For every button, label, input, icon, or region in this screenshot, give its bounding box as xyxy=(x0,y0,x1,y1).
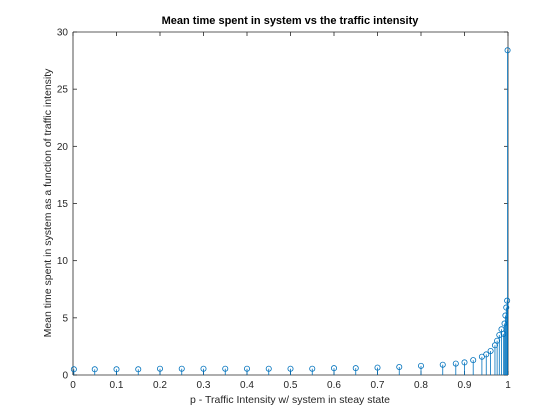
data-point xyxy=(243,365,250,372)
x-tick-label: 0.6 xyxy=(327,380,341,391)
y-tick-label: 10 xyxy=(57,256,69,267)
data-point xyxy=(113,366,120,373)
y-tick-label: 5 xyxy=(62,313,68,324)
x-ticks: 0 0.1 0.2 0.3 0.4 0.5 0.6 0.7 0.8 0.9 1 xyxy=(70,32,511,391)
data-point xyxy=(200,365,207,372)
data-point xyxy=(374,364,381,371)
data-point xyxy=(396,363,403,370)
data-point xyxy=(496,331,503,338)
chart-title: Mean time spent in system vs the traffic… xyxy=(162,15,420,27)
x-tick-label: 0.4 xyxy=(240,380,254,391)
data-point xyxy=(352,365,359,372)
x-tick-label: 0.7 xyxy=(371,380,385,391)
x-tick-label: 0.9 xyxy=(458,380,472,391)
y-axis-label: Mean time spent in system as a function … xyxy=(42,68,54,338)
data-point xyxy=(156,365,163,372)
y-tick-label: 15 xyxy=(57,199,69,210)
data-point xyxy=(287,365,294,372)
y-tick-label: 25 xyxy=(57,85,69,96)
data-point xyxy=(70,366,77,373)
x-tick-label: 0 xyxy=(70,380,76,391)
y-tick-label: 30 xyxy=(57,28,69,39)
plot-area: 0 0.1 0.2 0.3 0.4 0.5 0.6 0.7 0.8 0.9 1 0 5 10 15 20 25… xyxy=(57,28,511,392)
data-point xyxy=(461,359,468,366)
x-tick-label: 0.3 xyxy=(197,380,211,391)
y-tick-label: 0 xyxy=(62,371,68,382)
data-stems xyxy=(70,47,511,375)
data-point xyxy=(222,365,229,372)
x-tick-label: 0.8 xyxy=(414,380,428,391)
data-point xyxy=(91,366,98,373)
data-point xyxy=(504,297,511,304)
y-ticks: 0 5 10 15 20 25 30 xyxy=(57,28,508,382)
x-tick-label: 0.1 xyxy=(110,380,124,391)
data-point xyxy=(439,361,446,368)
data-point xyxy=(494,337,501,344)
data-point xyxy=(265,365,272,372)
data-point xyxy=(178,365,185,372)
x-tick-label: 1 xyxy=(505,380,511,391)
data-point xyxy=(483,351,490,358)
data-point xyxy=(135,366,142,373)
x-tick-label: 0.2 xyxy=(153,380,167,391)
data-point xyxy=(503,304,510,311)
data-point xyxy=(470,357,477,364)
y-tick-label: 20 xyxy=(57,142,69,153)
data-point xyxy=(417,362,424,369)
data-point xyxy=(309,365,316,372)
data-point xyxy=(330,365,337,372)
data-point xyxy=(502,312,509,319)
x-axis-label: p - Traffic Intensity w/ system in steay… xyxy=(190,394,390,406)
x-tick-label: 0.5 xyxy=(284,380,298,391)
data-point xyxy=(487,347,494,354)
data-point xyxy=(504,47,511,54)
data-point xyxy=(452,360,459,367)
